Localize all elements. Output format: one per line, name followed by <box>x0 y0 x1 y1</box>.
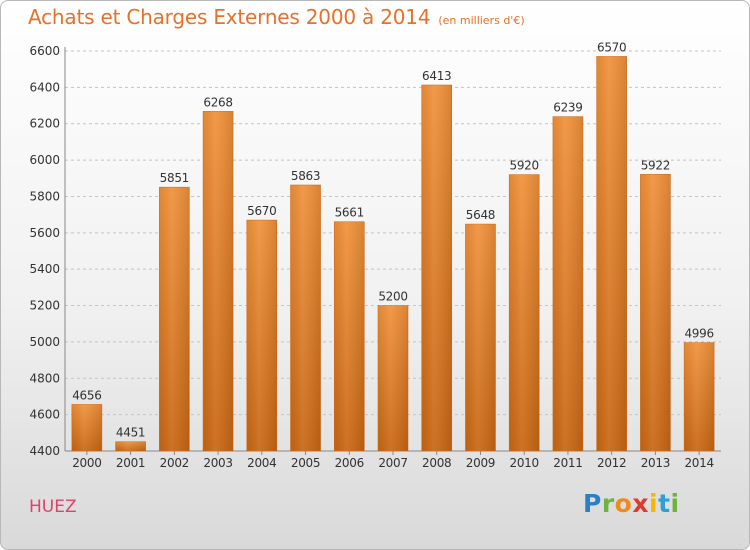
x-tick-label: 2004 <box>247 456 276 470</box>
y-tick-label: 5000 <box>29 335 60 349</box>
x-tick-label: 2014 <box>684 456 713 470</box>
bar-shade <box>421 85 452 451</box>
bar-value-label: 5670 <box>247 204 276 218</box>
logo-letter: i <box>670 489 680 518</box>
x-tick-label: 2013 <box>641 456 670 470</box>
bar-shade <box>290 185 321 451</box>
bar-shade <box>378 305 408 451</box>
chart-unit: (en milliers d'€) <box>438 14 525 27</box>
bar-shade <box>115 441 146 451</box>
chart-title-block: Achats et Charges Externes 2000 à 2014 (e… <box>28 5 525 29</box>
bar-value-label: 4656 <box>72 388 101 402</box>
logo-letter: r <box>601 489 615 518</box>
bar-shade <box>640 174 671 452</box>
x-tick-label: 2012 <box>597 456 626 470</box>
logo-letter: i <box>649 489 659 518</box>
bar-value-label: 4996 <box>684 327 713 341</box>
y-tick-label: 5600 <box>29 226 60 240</box>
bar-shade <box>596 56 627 452</box>
bar-shade <box>684 342 715 451</box>
x-tick-label: 2003 <box>203 456 232 470</box>
bar-value-label: 6413 <box>422 69 451 83</box>
bar-value-label: 5863 <box>291 169 320 183</box>
logo-letter: P <box>583 489 602 518</box>
bar-value-label: 4451 <box>116 426 145 440</box>
y-tick-label: 5400 <box>29 262 60 276</box>
x-tick-label: 2002 <box>160 456 189 470</box>
bar-value-label: 6268 <box>203 95 232 109</box>
bar-shade <box>465 224 496 451</box>
bar-shade <box>509 174 540 452</box>
bar-value-label: 5648 <box>466 208 495 222</box>
y-tick-label: 4600 <box>29 408 60 422</box>
x-tick-label: 2011 <box>553 456 582 470</box>
x-tick-label: 2005 <box>291 456 320 470</box>
bar-value-label: 5200 <box>378 290 407 304</box>
logo-letter: x <box>632 489 649 518</box>
y-tick-label: 6200 <box>29 117 60 131</box>
y-tick-label: 5200 <box>29 299 60 313</box>
bar-value-label: 6570 <box>597 40 626 54</box>
bar-shade <box>334 221 365 451</box>
y-tick-label: 6000 <box>29 153 60 167</box>
bar-shade <box>159 187 190 451</box>
bar-value-label: 5922 <box>641 158 670 172</box>
x-tick-label: 2001 <box>116 456 145 470</box>
x-tick-label: 2007 <box>378 456 407 470</box>
bar-value-label: 5661 <box>335 206 364 220</box>
x-tick-label: 2009 <box>466 456 495 470</box>
commune-name: HUEZ <box>29 497 77 517</box>
bar-value-label: 5851 <box>160 171 189 185</box>
bar-shade <box>71 404 102 451</box>
x-tick-label: 2000 <box>72 456 101 470</box>
bar-shade <box>203 111 234 451</box>
y-tick-label: 4400 <box>29 444 60 458</box>
x-tick-label: 2008 <box>422 456 451 470</box>
bar-value-label: 6239 <box>553 101 582 115</box>
x-tick-label: 2010 <box>510 456 539 470</box>
x-tick-label: 2006 <box>335 456 364 470</box>
y-tick-label: 6400 <box>29 80 60 94</box>
y-tick-label: 5800 <box>29 189 60 203</box>
bar-shade <box>552 116 583 452</box>
y-tick-label: 6600 <box>29 44 60 58</box>
proxiti-logo: Proxiti <box>583 489 680 518</box>
bar-shade <box>246 220 277 451</box>
logo-letter: o <box>614 489 633 518</box>
y-tick-label: 4800 <box>29 371 60 385</box>
logo-letter: t <box>658 489 671 518</box>
bar-value-label: 5920 <box>510 159 539 173</box>
chart-title: Achats et Charges Externes 2000 à 2014 <box>28 5 431 29</box>
